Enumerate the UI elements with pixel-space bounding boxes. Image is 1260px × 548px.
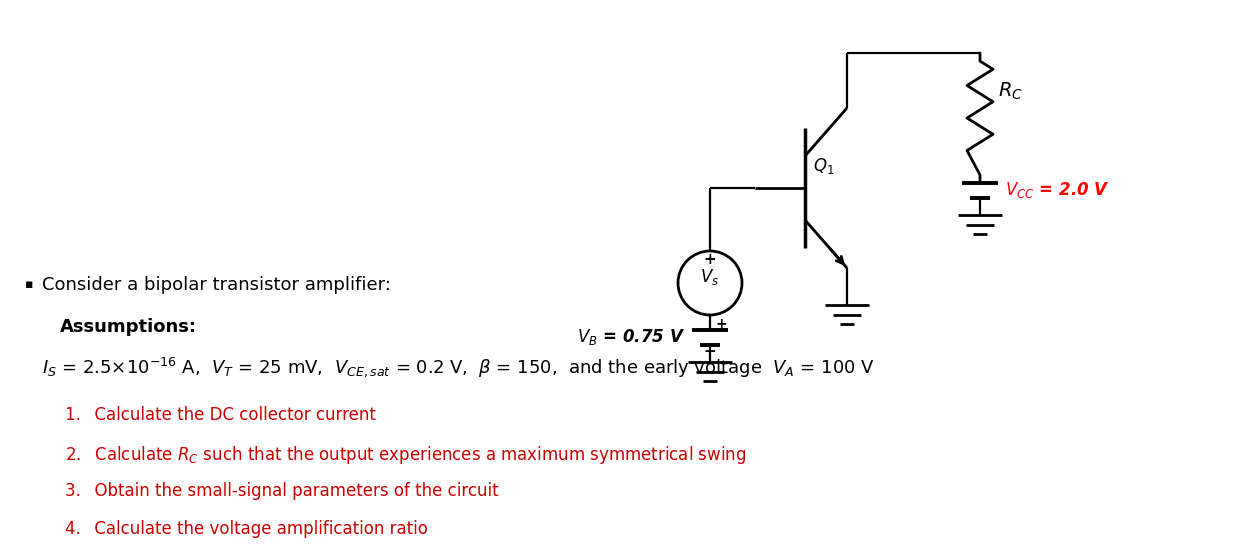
Text: +: + <box>716 317 727 331</box>
Text: 3.  Obtain the small-signal parameters of the circuit: 3. Obtain the small-signal parameters of… <box>66 482 499 500</box>
Text: Assumptions:: Assumptions: <box>60 318 197 336</box>
Text: $R_C$: $R_C$ <box>998 81 1023 101</box>
Text: $V_{CC}$ = 2.0 V: $V_{CC}$ = 2.0 V <box>1005 180 1110 200</box>
Text: −: − <box>703 345 717 359</box>
Text: ▪: ▪ <box>25 278 34 291</box>
Text: +: + <box>703 253 717 267</box>
Text: $V_B$ = 0.75 V: $V_B$ = 0.75 V <box>577 327 685 347</box>
Text: $V_s$: $V_s$ <box>701 267 719 287</box>
Text: Consider a bipolar transistor amplifier:: Consider a bipolar transistor amplifier: <box>42 276 391 294</box>
Text: $I_S$ = 2.5$\times$10$^{-16}$ A,  $V_T$ = 25 mV,  $V_{CE,sat}$ = 0.2 V,  $\beta$: $I_S$ = 2.5$\times$10$^{-16}$ A, $V_T$ =… <box>42 355 874 379</box>
Text: 1.  Calculate the DC collector current: 1. Calculate the DC collector current <box>66 406 375 424</box>
Text: 2.  Calculate $R_C$ such that the output experiences a maximum symmetrical swing: 2. Calculate $R_C$ such that the output … <box>66 444 746 466</box>
Text: $Q_1$: $Q_1$ <box>813 156 834 176</box>
Text: 4.  Calculate the voltage amplification ratio: 4. Calculate the voltage amplification r… <box>66 520 428 538</box>
